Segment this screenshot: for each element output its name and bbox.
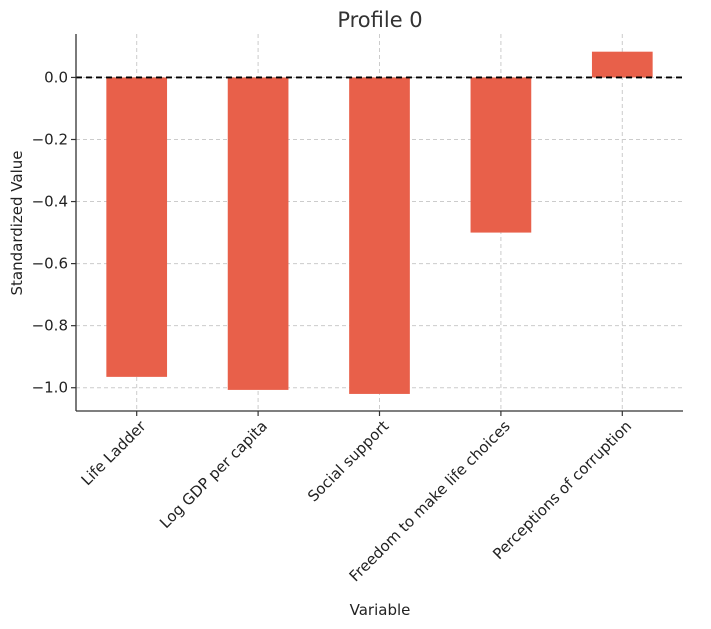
bar-social-support xyxy=(349,77,410,394)
bars xyxy=(106,51,653,394)
bar-perceptions-of-corruption xyxy=(591,51,653,78)
y-tick-label: 0.0 xyxy=(44,68,68,86)
x-tick-label: Social support xyxy=(304,417,392,505)
x-axis-ticks: Life Ladder Log GDP per capita Social supp… xyxy=(78,411,635,585)
x-tick-label: Life Ladder xyxy=(78,417,151,490)
y-tick-label: −0.2 xyxy=(32,130,68,148)
x-tick-label: Perceptions of corruption xyxy=(489,417,635,563)
y-axis-ticks: 0.0 −0.2 −0.4 −0.6 −0.8 −1.0 xyxy=(32,68,76,397)
bar-log-gdp-per-capita xyxy=(227,77,289,390)
x-axis-title: Variable xyxy=(350,601,411,619)
bar-freedom-to-make-life-choices xyxy=(470,77,532,233)
y-axis-title: Standardized Value xyxy=(8,151,26,296)
y-tick-label: −0.6 xyxy=(32,255,68,273)
y-tick-label: −1.0 xyxy=(32,379,68,397)
x-tick-label: Log GDP per capita xyxy=(156,417,271,532)
chart-title: Profile 0 xyxy=(337,8,422,32)
y-tick-label: −0.4 xyxy=(32,193,68,211)
bar-life-ladder xyxy=(106,77,168,377)
y-tick-label: −0.8 xyxy=(32,317,68,335)
